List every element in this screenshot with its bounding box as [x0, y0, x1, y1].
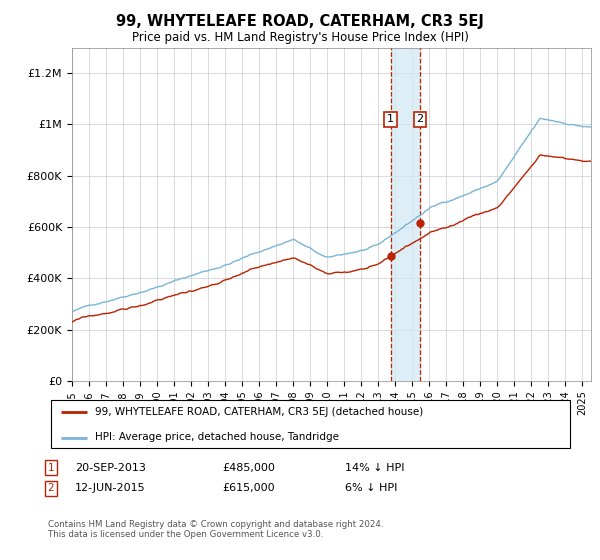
Text: 20-SEP-2013: 20-SEP-2013 [75, 463, 146, 473]
Text: 12-JUN-2015: 12-JUN-2015 [75, 483, 146, 493]
Text: 1: 1 [387, 114, 394, 124]
Text: 99, WHYTELEAFE ROAD, CATERHAM, CR3 5EJ (detached house): 99, WHYTELEAFE ROAD, CATERHAM, CR3 5EJ (… [95, 408, 424, 418]
Text: 2: 2 [47, 483, 55, 493]
Text: £615,000: £615,000 [222, 483, 275, 493]
Text: 14% ↓ HPI: 14% ↓ HPI [345, 463, 404, 473]
FancyBboxPatch shape [50, 400, 571, 448]
Text: HPI: Average price, detached house, Tandridge: HPI: Average price, detached house, Tand… [95, 432, 339, 442]
Text: 6% ↓ HPI: 6% ↓ HPI [345, 483, 397, 493]
Text: £485,000: £485,000 [222, 463, 275, 473]
Text: 2: 2 [416, 114, 424, 124]
Text: 99, WHYTELEAFE ROAD, CATERHAM, CR3 5EJ: 99, WHYTELEAFE ROAD, CATERHAM, CR3 5EJ [116, 14, 484, 29]
Bar [391, 48, 420, 381]
Text: 1: 1 [47, 463, 55, 473]
Text: Price paid vs. HM Land Registry's House Price Index (HPI): Price paid vs. HM Land Registry's House … [131, 31, 469, 44]
Text: Contains HM Land Registry data © Crown copyright and database right 2024.
This d: Contains HM Land Registry data © Crown c… [48, 520, 383, 539]
